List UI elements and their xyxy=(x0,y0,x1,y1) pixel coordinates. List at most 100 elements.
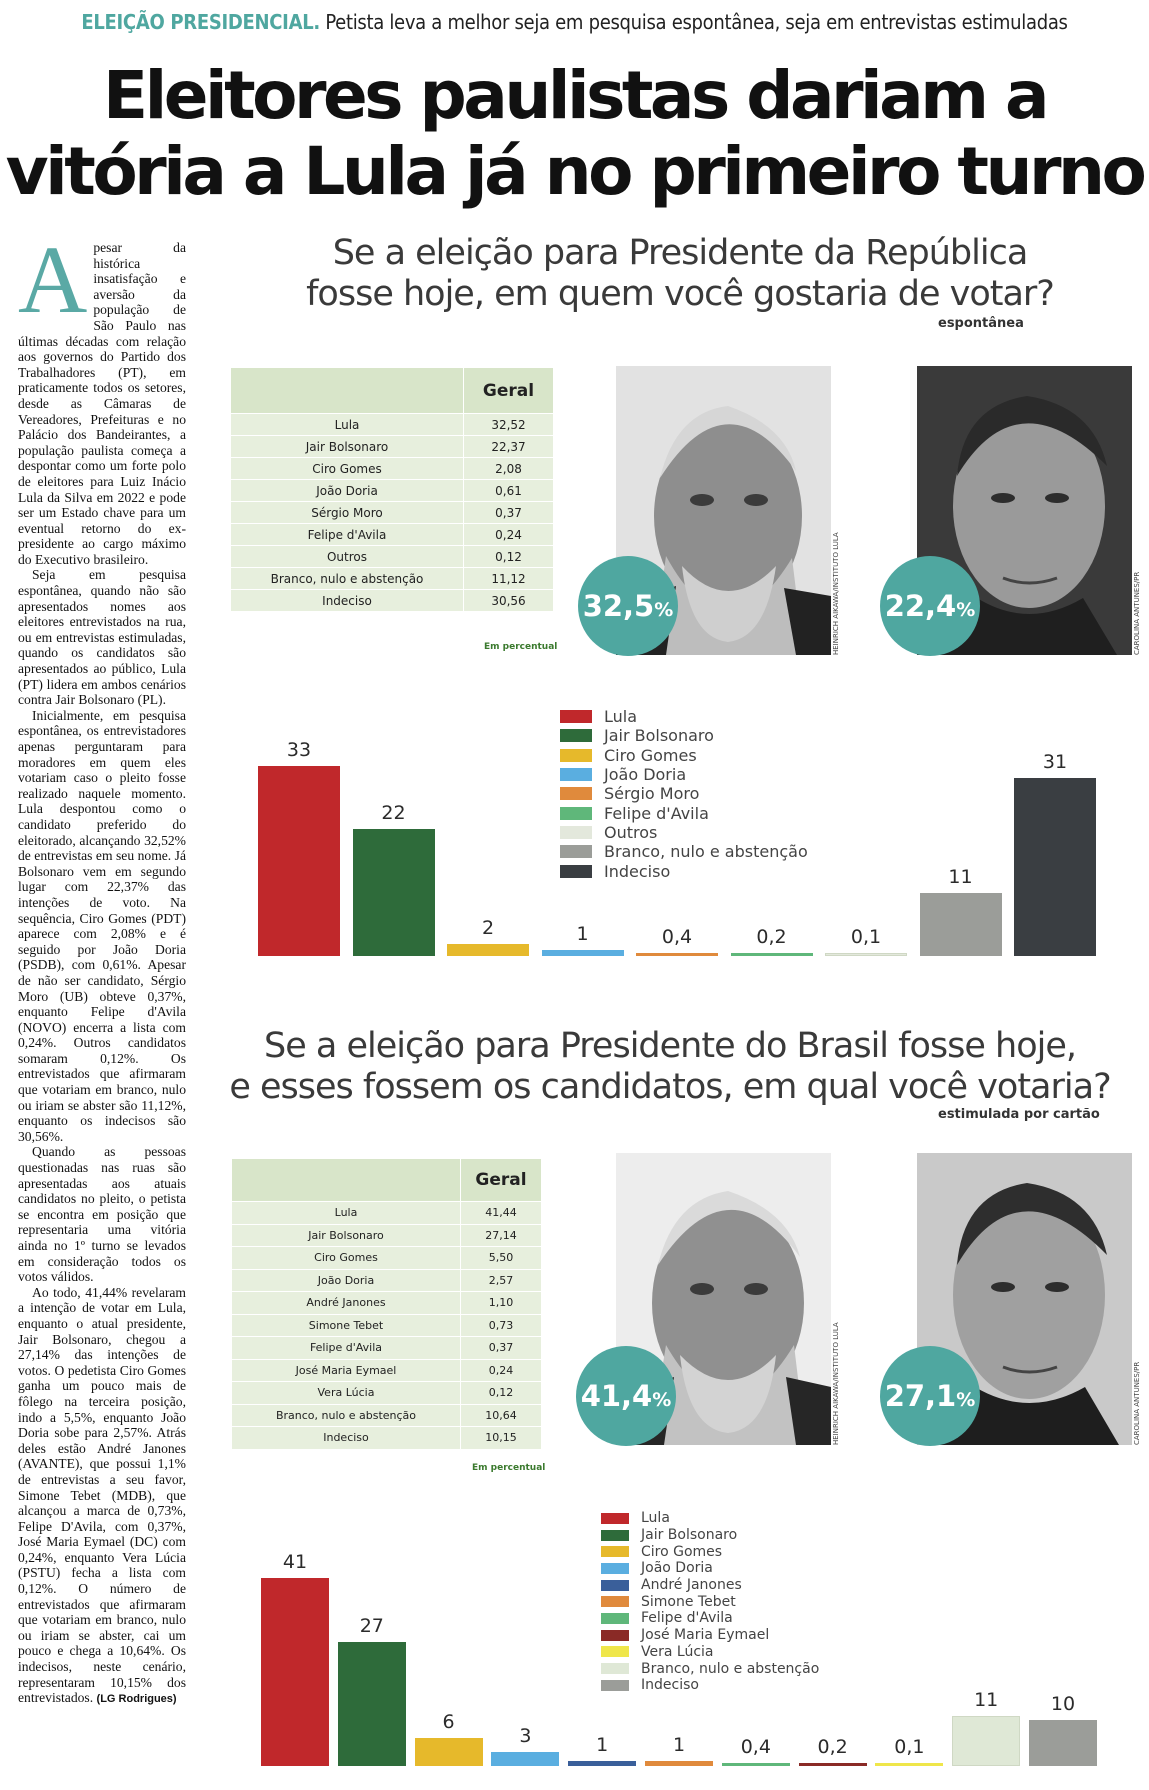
table-header-row: Geral xyxy=(231,1158,542,1202)
legend-item: João Doria xyxy=(601,1560,819,1577)
chart-bar-label: 0,1 xyxy=(850,926,882,948)
poll2-table: Geral Lula 41,44 Jair Bolsonaro 27,14 Ciro Go… xyxy=(231,1158,542,1450)
lula-percent-value: 41,4 xyxy=(580,1379,653,1413)
chart-bar: 1 xyxy=(645,1734,713,1766)
kicker-text: Petista leva a melhor seja em pesquisa e… xyxy=(325,10,1068,34)
table-cell-value: 11,12 xyxy=(463,567,554,590)
chart-bar: 10 xyxy=(1029,1693,1097,1766)
table-cell-value: 22,37 xyxy=(463,435,554,458)
table-row: João Doria 0,61 xyxy=(230,479,554,502)
table-cell-value: 10,64 xyxy=(460,1403,542,1427)
table-cell-value: 0,12 xyxy=(463,545,554,568)
kicker-tag: ELEIÇÃO PRESIDENCIAL. xyxy=(81,10,320,34)
table-cell-candidate: Felipe d'Avila xyxy=(231,1336,461,1360)
table-cell-candidate: João Doria xyxy=(230,479,464,502)
table-cell-value: 0,61 xyxy=(463,479,554,502)
table-header-empty xyxy=(230,367,464,414)
legend-swatch xyxy=(601,1612,629,1624)
legend-label: Lula xyxy=(604,707,638,727)
table-cell-candidate: Indeciso xyxy=(231,1426,461,1450)
table-row: Jair Bolsonaro 22,37 xyxy=(230,435,554,458)
headline-line-2: vitória a Lula já no primeiro turno xyxy=(5,133,1147,210)
chart-bar: 0,1 xyxy=(875,1736,944,1766)
chart-bar: 33 xyxy=(258,739,340,956)
table-cell-candidate: Vera Lúcia xyxy=(231,1381,461,1405)
legend-item: Ciro Gomes xyxy=(601,1543,819,1560)
legend-swatch xyxy=(601,1562,629,1574)
chart-bar: 31 xyxy=(1014,751,1096,956)
table-cell-value: 0,24 xyxy=(460,1358,542,1382)
percent-sign: % xyxy=(652,1389,672,1411)
table-row: Indeciso 10,15 xyxy=(231,1426,542,1450)
drop-cap: A xyxy=(18,226,88,333)
bolsonaro-percent-value: 27,1 xyxy=(884,1379,957,1413)
lula-photo-credit: HEINRICH AIKAWA/INSTITUTO LULA xyxy=(832,532,840,655)
table-row: Sérgio Moro 0,37 xyxy=(230,501,554,524)
table-header-geral: Geral xyxy=(460,1158,542,1202)
table-cell-candidate: Lula xyxy=(230,413,464,436)
legend-item: Felipe d'Avila xyxy=(560,803,808,823)
legend-item: Sérgio Moro xyxy=(560,784,808,803)
table-row: Lula 41,44 xyxy=(231,1201,542,1225)
legend-item: Jair Bolsonaro xyxy=(560,726,808,745)
legend-label: André Janones xyxy=(641,1577,742,1594)
chart1-legend: Lula Jair Bolsonaro Ciro Gomes João Doria Sé… xyxy=(560,707,808,881)
legend-swatch xyxy=(601,1546,629,1558)
bolsonaro-photo-2 xyxy=(917,1153,1132,1445)
legend-item: Branco, nulo e abstenção xyxy=(601,1660,819,1677)
percent-sign: % xyxy=(956,599,976,621)
legend-label: Ciro Gomes xyxy=(604,745,697,765)
article-paragraph-text: Ao todo, 41,44% revelaram a intenção de … xyxy=(18,1284,186,1706)
legend-swatch xyxy=(560,729,592,743)
legend-label: Jair Bolsonaro xyxy=(641,1527,738,1544)
poll2-question: Se a eleição para Presidente do Brasil f… xyxy=(220,1026,1120,1108)
article-paragraph-text: pesar da histórica insatisfação e aversã… xyxy=(18,240,186,567)
table-row: Jair Bolsonaro 27,14 xyxy=(231,1223,542,1247)
legend-swatch xyxy=(601,1663,629,1675)
table-cell-value: 41,44 xyxy=(460,1201,542,1225)
table-row: Branco, nulo e abstenção 10,64 xyxy=(231,1403,542,1427)
legend-label: Outros xyxy=(604,822,658,842)
table-cell-candidate: Jair Bolsonaro xyxy=(230,435,464,458)
bolsonaro-photo-2-credit: CAROLINA ANTUNES/PR xyxy=(1133,1361,1141,1445)
legend-swatch xyxy=(601,1596,629,1608)
chart-bar: 0,1 xyxy=(825,926,907,956)
poll1-subtitle: espontânea xyxy=(938,316,1024,331)
poll2-subtitle: estimulada por cartão xyxy=(938,1107,1100,1122)
table-cell-candidate: André Janones xyxy=(231,1291,461,1315)
table-cell-candidate: Ciro Gomes xyxy=(230,457,464,480)
legend-label: Felipe d'Avila xyxy=(641,1610,733,1627)
legend-label: Branco, nulo e abstenção xyxy=(604,842,808,862)
poll1-table-note: Em percentual xyxy=(484,642,558,652)
poll1-question: Se a eleição para Presidente da Repúblic… xyxy=(230,233,1130,315)
table-row: Indeciso 30,56 xyxy=(230,589,554,612)
legend-label: Jair Bolsonaro xyxy=(604,726,714,746)
table-row: Felipe d'Avila 0,24 xyxy=(230,523,554,546)
headline-line-1: Eleitores paulistas dariam a xyxy=(103,57,1049,134)
table-row: Lula 32,52 xyxy=(230,413,554,436)
chart-bar: 0,2 xyxy=(798,1736,867,1766)
lula-percent-value: 32,5 xyxy=(582,589,655,623)
table-cell-value: 2,57 xyxy=(460,1268,542,1292)
poll1-question-line-1: Se a eleição para Presidente da Repúblic… xyxy=(332,233,1029,273)
chart2: 41 27 6 3 1 1 0,4 0,2 0,1 11 10 xyxy=(255,1490,1125,1770)
legend-swatch xyxy=(601,1529,629,1541)
table-cell-value: 32,52 xyxy=(463,413,554,436)
table-cell-candidate: Outros xyxy=(230,545,464,568)
chart-bar-label: 1 xyxy=(672,1734,686,1757)
legend-item: Lula xyxy=(601,1510,819,1527)
chart-bar-label: 1 xyxy=(596,1734,609,1757)
chart-bar-label: 0,2 xyxy=(756,926,787,948)
table-row: Ciro Gomes 2,08 xyxy=(230,457,554,480)
article-paragraph: Seja em pesquisa espontânea, quando não … xyxy=(18,567,186,708)
chart1: 33 22 2 1 0,4 0,2 0,1 11 31 xyxy=(250,690,1120,960)
chart-bar: 11 xyxy=(919,866,1002,956)
chart-bar: 2 xyxy=(447,917,529,956)
table-cell-candidate: Simone Tebet xyxy=(231,1313,461,1337)
chart-bar-label: 31 xyxy=(1042,750,1068,773)
chart-bar-label: 0,2 xyxy=(817,1736,848,1758)
table-cell-value: 27,14 xyxy=(460,1223,542,1247)
table-row: Vera Lúcia 0,12 xyxy=(231,1381,542,1405)
bolsonaro-percent-value: 22,4 xyxy=(884,589,957,623)
